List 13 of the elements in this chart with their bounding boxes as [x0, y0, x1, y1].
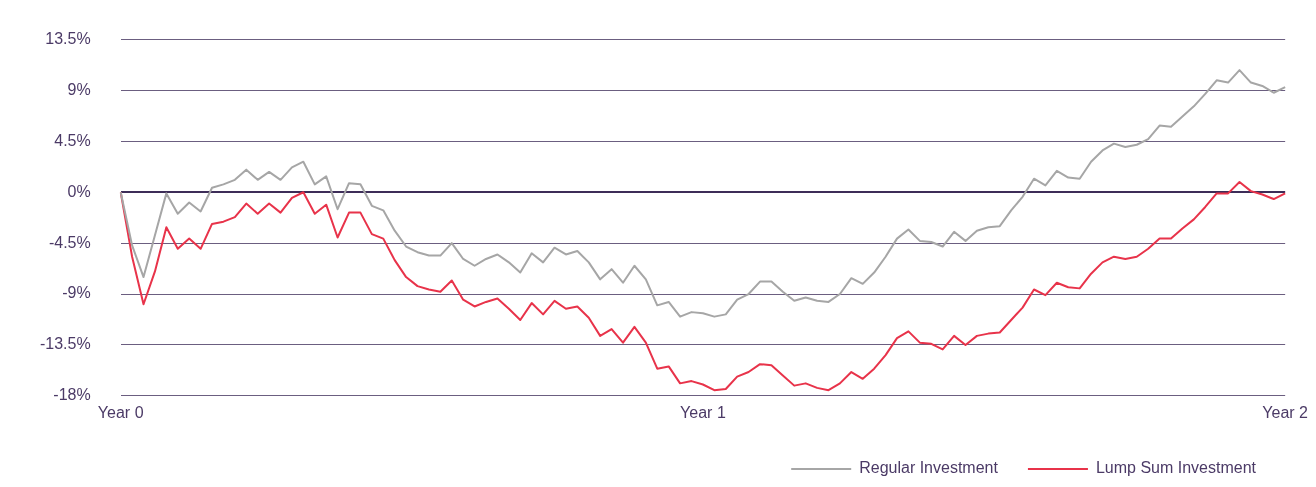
y-tick-label: 0%: [67, 182, 91, 200]
y-tick-label: 4.5%: [54, 131, 91, 149]
y-tick-label: -9%: [62, 284, 91, 302]
y-tick-label: -4.5%: [48, 233, 91, 251]
y-tick-label: 13.5%: [45, 30, 91, 48]
y-tick-label: -13.5%: [39, 335, 91, 353]
x-tick-label: Year 0: [97, 403, 144, 421]
y-tick-label: -18%: [53, 386, 91, 404]
y-tick-label: 9%: [67, 80, 91, 98]
legend-label: Lump Sum Investment: [1095, 459, 1257, 477]
legend-label: Regular Investment: [859, 459, 999, 477]
x-tick-label: Year 2: [1262, 403, 1309, 421]
x-tick-label: Year 1: [680, 403, 726, 421]
